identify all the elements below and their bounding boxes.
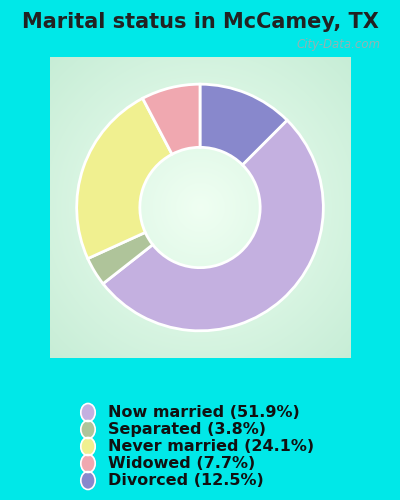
Text: Widowed (7.7%): Widowed (7.7%) [108,456,255,471]
Text: Now married (51.9%): Now married (51.9%) [108,405,300,420]
Text: City-Data.com: City-Data.com [296,38,380,52]
Text: Separated (3.8%): Separated (3.8%) [108,422,266,437]
Text: Marital status in McCamey, TX: Marital status in McCamey, TX [22,12,378,32]
Wedge shape [103,120,323,331]
Text: Divorced (12.5%): Divorced (12.5%) [108,473,264,488]
Wedge shape [88,232,153,283]
Wedge shape [143,84,200,154]
Text: Never married (24.1%): Never married (24.1%) [108,439,314,454]
Wedge shape [77,98,172,258]
Wedge shape [200,84,287,165]
